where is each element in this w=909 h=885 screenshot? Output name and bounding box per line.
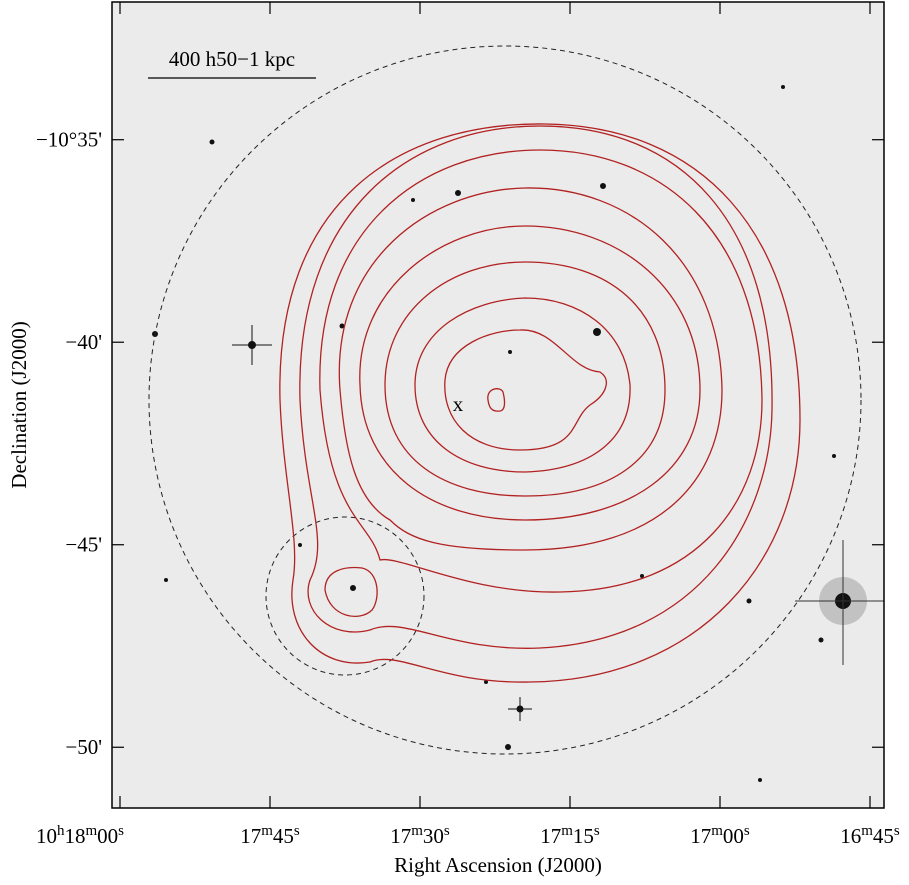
center-marker: x — [453, 392, 464, 416]
plot-frame — [111, 1, 885, 809]
y-tick-label: −50' — [65, 735, 102, 759]
x-tick-label: 16m45s — [840, 823, 900, 848]
x-tick-label: 17m45s — [240, 823, 300, 848]
x-tick-label: 17m15s — [540, 823, 600, 848]
y-tick-label: −45' — [65, 533, 102, 557]
contours — [279, 123, 801, 683]
y-axis-label: Declination (J2000) — [7, 321, 31, 488]
y-tick-label: −10°35' — [36, 128, 102, 152]
sky-image — [112, 2, 884, 808]
stars — [152, 85, 884, 782]
y-tick-label: −40' — [65, 330, 102, 354]
x-tick-label: 10h18m00s — [36, 823, 124, 848]
scale-bar-label: 400 h50−1 kpc — [169, 47, 295, 71]
subclump-circle — [265, 516, 425, 676]
x-axis-label: Right Ascension (J2000) — [394, 853, 602, 877]
x-tick-label: 17m30s — [390, 823, 450, 848]
x-tick-label: 17m00s — [690, 823, 750, 848]
aperture-circle — [148, 45, 862, 755]
